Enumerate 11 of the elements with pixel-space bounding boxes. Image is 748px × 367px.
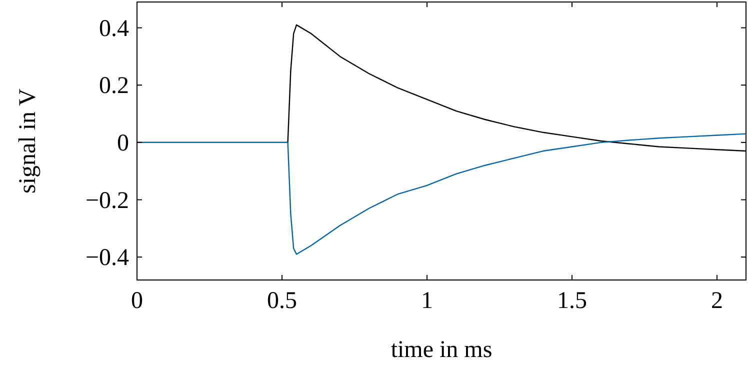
y-tick-label: 0.2: [99, 73, 129, 100]
x-axis-title: time in ms: [390, 337, 492, 363]
y-tick-label: 0: [117, 130, 129, 156]
x-tick-label: 2: [711, 288, 723, 314]
y-tick-label: −0.4: [85, 245, 129, 272]
y-tick-label: 0.4: [99, 16, 129, 42]
y-tick-label: −0.2: [85, 188, 129, 214]
y-axis-title: signal in V: [15, 88, 41, 194]
x-tick-label: 1: [421, 288, 433, 314]
x-tick-label: 0.5: [267, 288, 297, 314]
x-tick-label: 1.5: [557, 288, 587, 314]
